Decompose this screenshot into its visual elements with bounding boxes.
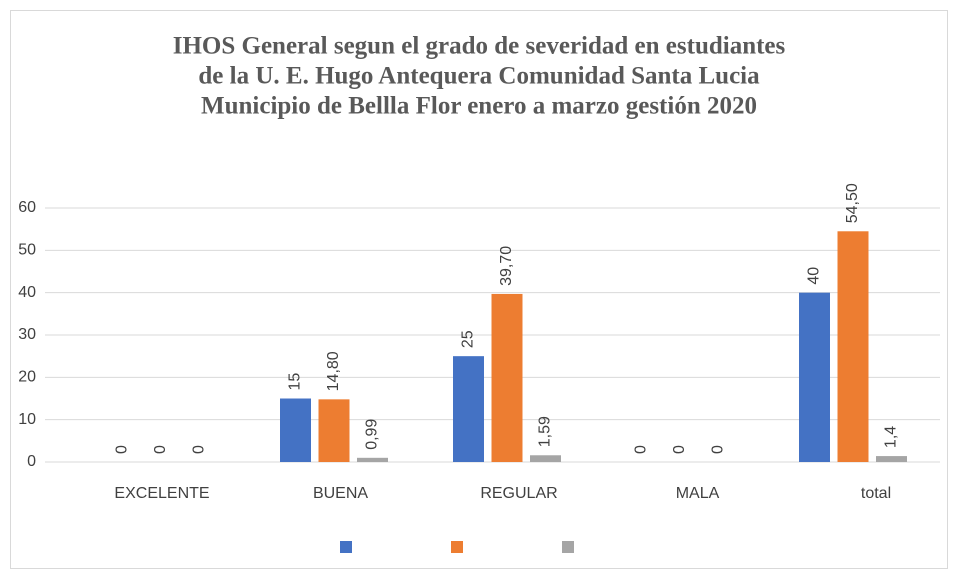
bar [453,356,484,462]
chart-title: IHOS General segun el grado de severidad… [173,33,786,60]
legend-swatch [451,541,463,553]
data-label: 1,4 [883,426,900,448]
data-label: 0 [671,445,688,454]
data-label: 14,80 [325,351,342,391]
y-tick-label: 20 [18,369,36,386]
y-tick-label: 0 [27,453,36,470]
data-label: 0,99 [364,419,381,450]
y-tick-label: 60 [18,199,36,216]
y-tick-label: 10 [18,411,36,428]
data-label: 0 [191,445,208,454]
data-label: 0 [114,445,131,454]
x-tick-label: REGULAR [480,485,557,502]
x-tick-label: MALA [676,485,720,502]
bar [530,455,561,462]
data-label: 0 [710,445,727,454]
bar [876,456,907,462]
data-label: 25 [460,330,477,348]
chart-border [10,10,948,569]
data-label: 0 [152,445,169,454]
data-label: 15 [287,373,304,391]
bar [837,231,869,462]
x-tick-label: BUENA [313,485,368,502]
bar [799,292,830,462]
x-tick-label: EXCELENTE [114,485,209,502]
legend-swatch [562,541,574,553]
y-tick-label: 50 [18,242,36,259]
bar [318,399,350,462]
legend-swatch [340,541,352,553]
data-label: 40 [806,267,823,285]
y-tick-label: 30 [18,326,36,343]
y-tick-label: 40 [18,284,36,301]
bar [491,293,523,462]
data-label: 54,50 [844,183,861,223]
bar [280,398,311,462]
data-label: 39,70 [498,246,515,286]
data-label: 0 [633,445,650,454]
data-label: 1,59 [537,416,554,447]
chart-title: de la U. E. Hugo Antequera Comunidad San… [198,63,760,90]
bar [357,457,388,462]
chart-title: Municipio de Bellla Flor enero a marzo g… [201,93,757,120]
x-tick-label: total [861,485,891,502]
